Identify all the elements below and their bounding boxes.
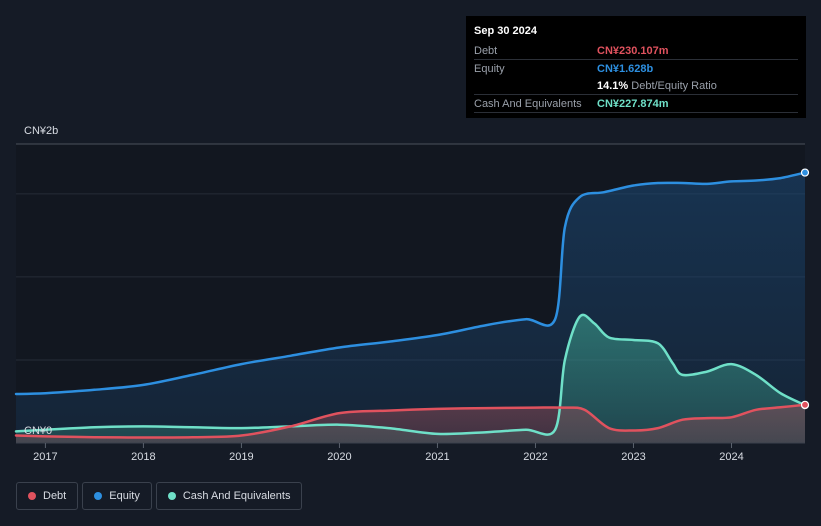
tooltip-equity-label: Equity bbox=[474, 62, 505, 75]
tooltip-row-ratio: 14.1% Debt/Equity Ratio bbox=[474, 77, 798, 95]
tooltip-row-debt: Debt CN¥230.107m bbox=[474, 42, 798, 60]
x-tick-label: 2023 bbox=[621, 451, 645, 463]
legend-item-equity[interactable]: Equity bbox=[82, 482, 152, 510]
legend-item-cash[interactable]: Cash And Equivalents bbox=[155, 482, 303, 510]
x-tick-label: 2022 bbox=[523, 451, 547, 463]
x-tick-label: 2018 bbox=[131, 451, 155, 463]
equity-end-point[interactable] bbox=[800, 168, 810, 177]
cash-and-equivalents-area bbox=[16, 314, 805, 443]
legend-debt-label: Debt bbox=[43, 490, 67, 502]
y-tick-label: CN¥0 bbox=[24, 425, 52, 437]
cash-and-equivalents-line bbox=[14, 313, 807, 436]
debt-area bbox=[16, 404, 805, 443]
y-tick-label: CN¥2b bbox=[24, 125, 58, 137]
tooltip-cash-value: CN¥227.874m bbox=[597, 97, 669, 110]
axes: 2017 2018 2019 2020 2021 2022 2023 2024 CN¥2b CN¥… bbox=[16, 125, 805, 463]
tooltip-row-equity: Equity CN¥1.628b bbox=[474, 60, 798, 77]
legend-cash-label: Cash And Equivalents bbox=[182, 490, 291, 502]
series-lines bbox=[14, 168, 810, 439]
tooltip-debt-label: Debt bbox=[474, 44, 498, 57]
x-tick-label: 2019 bbox=[229, 451, 253, 463]
cash-dot-icon bbox=[167, 492, 176, 500]
equity-dot-icon bbox=[94, 492, 103, 500]
debt-end-point[interactable] bbox=[800, 400, 810, 409]
series-areas bbox=[16, 172, 805, 443]
debt-line bbox=[14, 403, 807, 439]
legend-equity-label: Equity bbox=[109, 490, 140, 502]
tooltip-panel: Sep 30 2024 Debt CN¥230.107m Equity CN¥1… bbox=[466, 16, 806, 118]
tooltip-ratio-label: Debt/Equity Ratio bbox=[631, 79, 717, 92]
x-tick-label: 2020 bbox=[327, 451, 351, 463]
tooltip-cash-label: Cash And Equivalents bbox=[474, 97, 582, 110]
tooltip-debt-value: CN¥230.107m bbox=[597, 44, 669, 57]
tooltip-equity-value: CN¥1.628b bbox=[597, 62, 654, 75]
x-tick-label: 2024 bbox=[719, 451, 743, 463]
x-tick-label: 2017 bbox=[33, 451, 57, 463]
legend-item-debt[interactable]: Debt bbox=[16, 482, 79, 510]
debt-dot-icon bbox=[28, 492, 36, 500]
tooltip-row-cash: Cash And Equivalents CN¥227.874m bbox=[474, 95, 798, 113]
tooltip-date: Sep 30 2024 bbox=[474, 25, 537, 37]
chart-legend: Debt Equity Cash And Equivalents bbox=[16, 482, 303, 510]
tooltip-ratio-value: 14.1% bbox=[597, 79, 629, 92]
x-tick-label: 2021 bbox=[425, 451, 449, 463]
equity-line bbox=[14, 171, 807, 396]
